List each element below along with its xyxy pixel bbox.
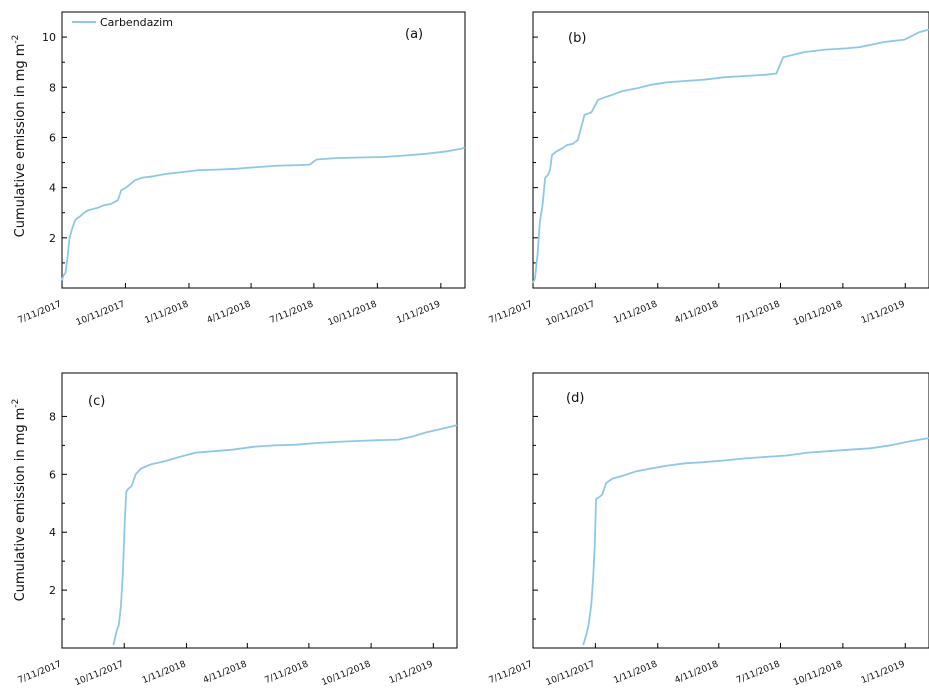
x-tick-label: 1/11/2018 [612, 659, 659, 686]
panel-label: (b) [568, 31, 586, 46]
y-axis-title-bottom-text: Cumulative emission in mg m [13, 408, 28, 602]
x-tick-label: 4/11/2018 [206, 299, 253, 326]
x-tick-label: 7/11/2018 [735, 659, 782, 686]
x-tick-label: 10/11/2018 [327, 299, 379, 328]
plot-frame [532, 11, 929, 289]
plot-frame [61, 11, 466, 289]
chart-panel-a: 2 4 6 8 10 7/11/2017 10/11/2017 1/11/2018 4/11/2… [17, 11, 466, 329]
x-tick-label: 7/11/2018 [263, 659, 310, 686]
legend-label: Carbendazim [100, 16, 173, 29]
series-line-carbendazim [582, 437, 929, 646]
x-tick-label: 10/11/2017 [545, 660, 597, 689]
legend: Carbendazim [72, 16, 173, 29]
x-tick-label: 4/11/2018 [673, 659, 720, 686]
y-tick-label: 2 [49, 584, 56, 597]
x-tick-label: 1/11/2019 [860, 659, 907, 686]
x-tick-label: 10/11/2017 [545, 300, 597, 329]
x-tick-label: 1/11/2019 [395, 299, 442, 326]
y-tick-label: 4 [49, 526, 56, 539]
y-tick-label: 6 [49, 468, 56, 481]
x-tick-label: 7/11/2017 [488, 300, 535, 327]
y-tick-label: 6 [49, 131, 56, 144]
y-tick-label: 2 [49, 232, 56, 245]
x-tick-label: 7/11/2017 [488, 660, 535, 687]
y-tick-label: 4 [49, 182, 56, 195]
x-tick-label: 7/11/2017 [17, 300, 64, 327]
x-tick-label: 1/11/2019 [388, 659, 435, 686]
x-tick-label: 7/11/2018 [735, 299, 782, 326]
x-tick-label: 1/11/2019 [860, 299, 907, 326]
x-tick-label: 10/11/2018 [792, 659, 844, 688]
panels-layer: 2 4 6 8 10 7/11/2017 10/11/2017 1/11/2018 4/11/2… [17, 11, 929, 689]
series-line-carbendazim [532, 28, 929, 284]
series-line-carbendazim [61, 146, 466, 281]
y-axis-title-top-sup: -2 [11, 35, 21, 44]
y-axis-title-top: Cumulative emission in mg m-2 [11, 35, 28, 238]
x-tick-label: 1/11/2018 [612, 299, 659, 326]
plot-frame [61, 372, 458, 649]
plot-frame [532, 372, 929, 649]
x-tick-label: 4/11/2018 [673, 299, 720, 326]
y-tick-label: 8 [49, 81, 56, 94]
x-tick-label: 1/11/2018 [144, 299, 191, 326]
x-tick-label: 4/11/2018 [202, 659, 249, 686]
y-axis-title-top-text: Cumulative emission in mg m [13, 44, 28, 238]
chart-panel-c: 2 4 6 8 7/11/2017 10/11/2017 1/11/2018 4/11/201… [17, 372, 458, 689]
y-axis-title-bottom: Cumulative emission in mg m-2 [11, 399, 28, 602]
x-tick-label: 10/11/2017 [74, 660, 126, 689]
panel-label: (a) [405, 27, 423, 42]
x-tick-label: 10/11/2018 [320, 659, 372, 688]
chart-panel-b: 7/11/2017 10/11/2017 1/11/2018 4/11/2018 7/1… [488, 11, 929, 329]
panel-label: (c) [88, 394, 105, 409]
x-tick-label: 7/11/2017 [17, 660, 64, 687]
y-tick-label: 10 [42, 31, 56, 44]
y-tick-label: 8 [49, 410, 56, 423]
chart-panel-d: 7/11/2017 10/11/2017 1/11/2018 4/11/2018 7/1… [488, 372, 929, 689]
x-tick-label: 10/11/2017 [75, 300, 127, 329]
y-axis-title-bottom-sup: -2 [11, 399, 21, 408]
series-line-carbendazim [112, 424, 458, 646]
x-tick-label: 7/11/2018 [268, 299, 315, 326]
x-tick-label: 10/11/2018 [792, 299, 844, 328]
panel-label: (d) [566, 391, 584, 406]
x-tick-label: 1/11/2018 [141, 659, 188, 686]
